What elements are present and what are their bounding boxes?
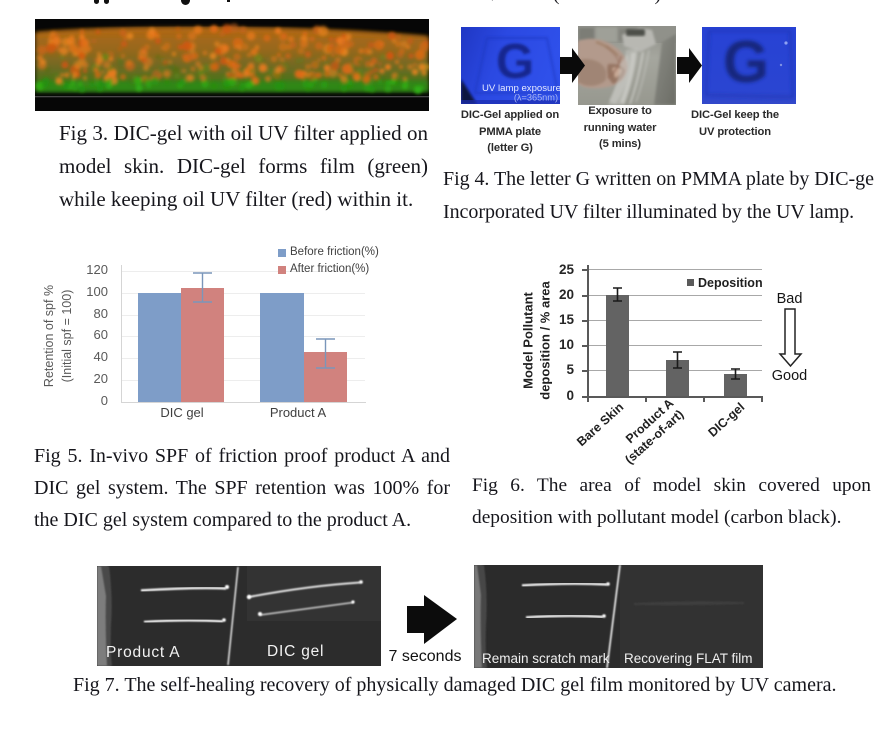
svg-text:G: G <box>496 35 534 89</box>
svg-text:(λ=365nm): (λ=365nm) <box>514 93 558 103</box>
svg-text:DIC gel: DIC gel <box>267 643 324 660</box>
svg-text:Product A: Product A <box>106 644 180 661</box>
svg-text:UV lamp exposure: UV lamp exposure <box>482 83 560 94</box>
svg-text:G: G <box>723 29 769 95</box>
svg-text:Remain scratch mark: Remain scratch mark <box>482 651 610 666</box>
svg-text:Recovering FLAT film: Recovering FLAT film <box>624 651 753 666</box>
